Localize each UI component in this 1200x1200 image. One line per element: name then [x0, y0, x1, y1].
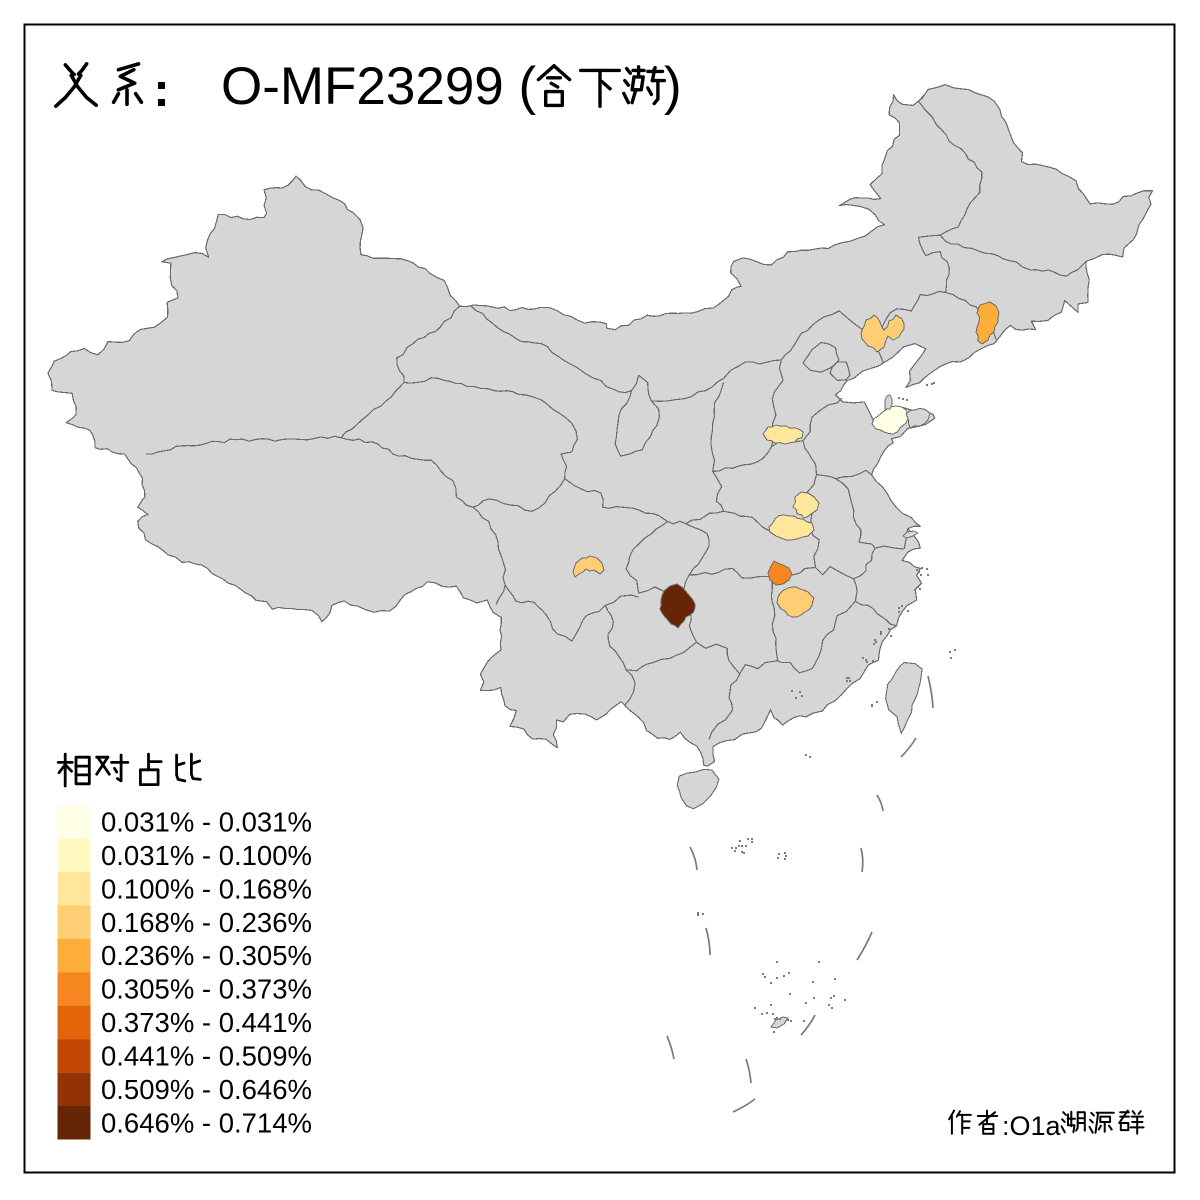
svg-text:0.168% - 0.236%: 0.168% - 0.236% — [101, 907, 312, 938]
svg-text:0.373% - 0.441%: 0.373% - 0.441% — [101, 1007, 312, 1038]
svg-text:0.305% - 0.373%: 0.305% - 0.373% — [101, 974, 312, 1005]
svg-text::O1a: :O1a — [1002, 1111, 1062, 1141]
svg-text:0.441% - 0.509%: 0.441% - 0.509% — [101, 1040, 312, 1071]
svg-text:0.031% - 0.031%: 0.031% - 0.031% — [101, 807, 312, 838]
svg-text:0.031% - 0.100%: 0.031% - 0.100% — [101, 840, 312, 871]
svg-text:0.236% - 0.305%: 0.236% - 0.305% — [101, 940, 312, 971]
svg-text:0.646% - 0.714%: 0.646% - 0.714% — [101, 1107, 312, 1138]
svg-text:O-MF23299 (: O-MF23299 ( — [221, 57, 537, 116]
svg-text:0.100% - 0.168%: 0.100% - 0.168% — [101, 873, 312, 904]
svg-text:0.509% - 0.646%: 0.509% - 0.646% — [101, 1074, 312, 1105]
svg-text:): ) — [664, 57, 682, 116]
